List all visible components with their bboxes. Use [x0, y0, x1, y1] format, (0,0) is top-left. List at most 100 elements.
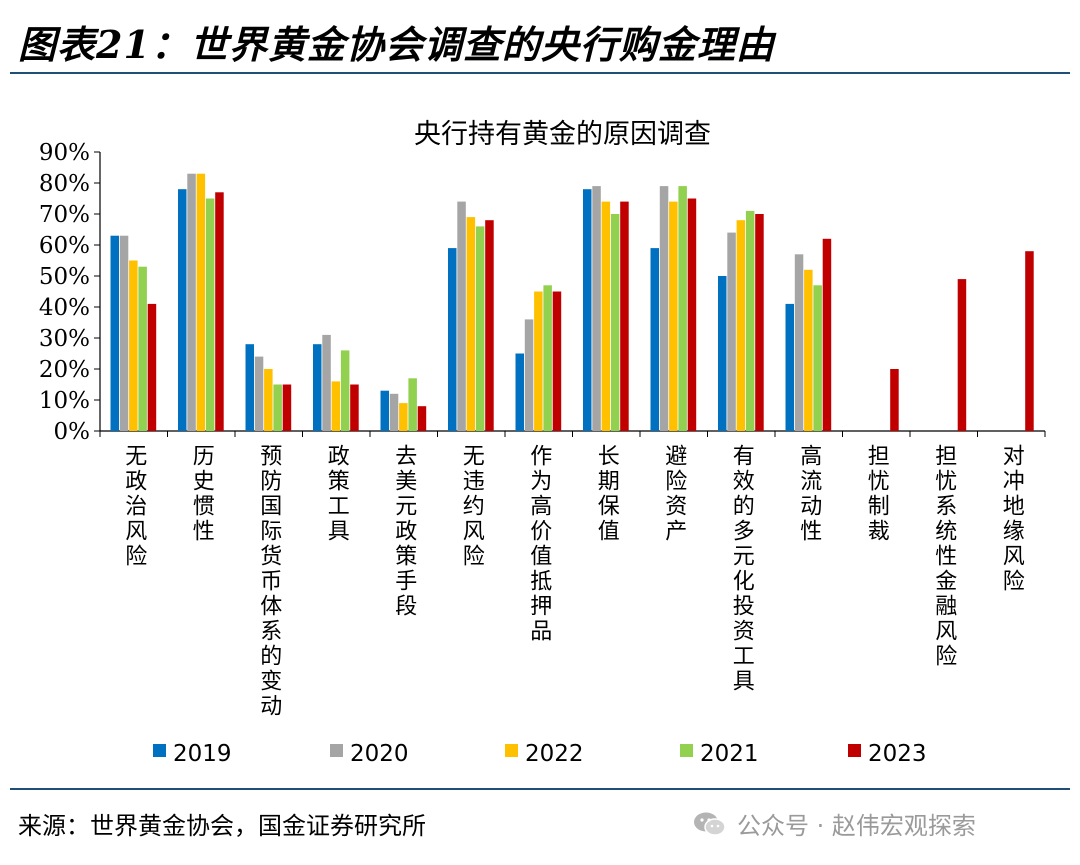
legend-swatch-2022 — [505, 744, 518, 757]
bar-2021 — [340, 350, 350, 431]
legend-swatch-2021 — [680, 744, 693, 757]
bar-2020 — [187, 173, 196, 431]
bar-2023 — [485, 220, 494, 431]
bar-2022 — [399, 403, 408, 431]
legend-label: 2023 — [868, 741, 927, 767]
x-category-label: 去美元政策手段 — [391, 444, 417, 619]
bar-2019 — [785, 303, 794, 431]
x-category-label: 避险资产 — [661, 444, 687, 544]
bar-2019 — [650, 248, 659, 431]
bar-2023 — [417, 406, 427, 431]
bar-2023 — [687, 198, 697, 431]
bar-2022 — [129, 260, 138, 431]
bar-2020 — [322, 334, 331, 431]
y-tick-label: 70% — [39, 202, 90, 228]
x-category-label: 有效的多元化投资工具 — [729, 444, 755, 694]
x-category-label: 历史惯性 — [189, 444, 215, 544]
bar-2020 — [727, 232, 736, 431]
bar-2020 — [659, 186, 669, 431]
bar-2021 — [610, 214, 620, 431]
bar-2022 — [534, 291, 543, 431]
bar-2023 — [890, 369, 899, 431]
watermark: 公众号 · 赵伟宏观探索 — [693, 806, 976, 841]
figure-title: 图表21：世界黄金协会调查的央行购金理由 — [18, 22, 775, 67]
bar-chart: 央行持有黄金的原因调查 0% 10% 20% 30% 40% 50% 60% 70% 80% 90%… — [39, 119, 1046, 767]
y-tick-label: 20% — [39, 357, 90, 383]
x-category-label: 担忧制裁 — [864, 444, 890, 544]
legend-label: 2020 — [350, 741, 409, 767]
bar-2023 — [620, 201, 629, 431]
bar-2022 — [331, 381, 341, 431]
bar-2022 — [736, 220, 746, 431]
bar-2020 — [524, 319, 534, 431]
y-tick-label: 0% — [54, 419, 91, 445]
bar-2022 — [264, 369, 273, 431]
legend-label: 2022 — [525, 741, 584, 767]
chart-title: 央行持有黄金的原因调查 — [414, 119, 711, 150]
bar-2023 — [552, 291, 562, 431]
bar-2023 — [755, 214, 764, 431]
x-category-label: 无政治风险 — [121, 444, 147, 569]
bar-2020 — [457, 201, 466, 431]
bar-2019 — [110, 235, 119, 431]
bar-2021 — [813, 285, 822, 431]
x-category-label: 长期保值 — [594, 444, 620, 544]
bar-2019 — [245, 344, 254, 431]
bar-2019 — [313, 344, 322, 431]
x-category-label: 担忧系统性金融风险 — [931, 444, 957, 669]
bar-2021 — [138, 266, 147, 431]
bar-2020 — [254, 356, 264, 431]
watermark-text: 公众号 · 赵伟宏观探索 — [737, 812, 976, 840]
legend-swatch-2023 — [848, 744, 861, 757]
legend-swatch-2020 — [330, 744, 343, 757]
y-tick-label: 30% — [39, 326, 90, 352]
bar-2019 — [583, 189, 592, 431]
bar-2021 — [273, 384, 282, 431]
y-tick-label: 80% — [39, 171, 90, 197]
y-tick-label: 10% — [39, 388, 90, 414]
bar-2023 — [215, 192, 224, 431]
bar-2022 — [804, 269, 813, 431]
bar-2021 — [408, 378, 417, 431]
bar-2021 — [678, 186, 687, 431]
x-category-label: 高流动性 — [796, 444, 822, 544]
bar-2019 — [718, 276, 727, 431]
bar-2020 — [389, 393, 399, 431]
bar-2023 — [822, 238, 832, 431]
bar-2023 — [147, 303, 157, 431]
bar-2023 — [350, 384, 359, 431]
bar-2023 — [282, 384, 292, 431]
bar-2022 — [466, 217, 476, 431]
y-tick-label: 50% — [39, 264, 90, 290]
source-note: 来源：世界黄金协会，国金证券研究所 — [18, 812, 426, 840]
bar-2021 — [205, 198, 215, 431]
bar-2021 — [475, 226, 485, 431]
top-divider — [10, 72, 1070, 74]
bar-2022 — [601, 201, 611, 431]
bottom-divider — [10, 788, 1070, 790]
bar-2019 — [178, 189, 187, 431]
x-category-label: 政策工具 — [324, 444, 350, 544]
x-category-label: 无违约风险 — [459, 444, 485, 569]
bar-2020 — [119, 235, 129, 431]
y-tick-label: 60% — [39, 233, 90, 259]
x-category-label: 预防国际货币体系的变动 — [256, 444, 282, 719]
legend-swatch-2019 — [153, 744, 166, 757]
bar-2019 — [515, 353, 524, 431]
legend-label: 2021 — [700, 741, 759, 767]
y-tick-label: 90% — [39, 140, 90, 166]
bar-2019 — [380, 390, 389, 431]
bar-2022 — [196, 173, 206, 431]
bar-2019 — [448, 248, 457, 431]
bar-2021 — [745, 210, 755, 431]
bar-2022 — [669, 201, 678, 431]
wechat-icon — [694, 812, 726, 836]
bar-2020 — [592, 186, 601, 431]
bar-2023 — [1025, 251, 1034, 431]
x-category-label: 对冲地缘风险 — [999, 444, 1025, 594]
bar-2020 — [794, 254, 804, 431]
legend-label: 2019 — [173, 741, 232, 767]
y-tick-label: 40% — [39, 295, 90, 321]
bar-2021 — [543, 285, 552, 431]
x-category-label: 作为高价值抵押品 — [526, 444, 552, 644]
